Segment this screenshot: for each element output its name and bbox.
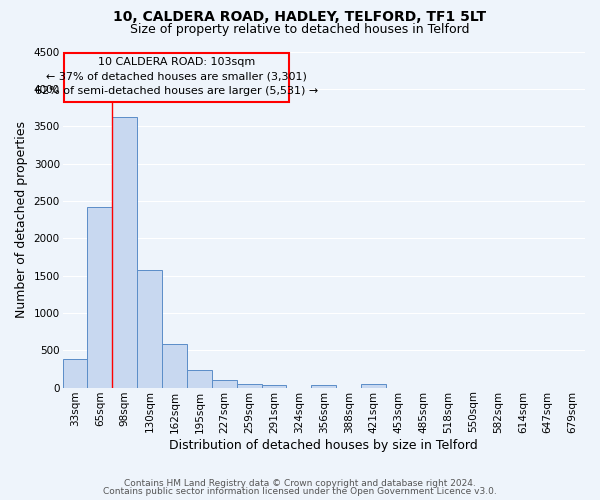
Text: Contains HM Land Registry data © Crown copyright and database right 2024.: Contains HM Land Registry data © Crown c… [124, 478, 476, 488]
X-axis label: Distribution of detached houses by size in Telford: Distribution of detached houses by size … [169, 440, 478, 452]
Bar [237, 384, 262, 388]
Text: Contains public sector information licensed under the Open Government Licence v3: Contains public sector information licen… [103, 487, 497, 496]
Bar [88, 207, 112, 388]
Bar [137, 270, 162, 388]
Bar [62, 358, 88, 388]
Text: 62% of semi-detached houses are larger (5,531) →: 62% of semi-detached houses are larger (… [35, 86, 318, 96]
Bar [162, 344, 187, 388]
Text: 10 CALDERA ROAD: 103sqm: 10 CALDERA ROAD: 103sqm [98, 58, 255, 68]
Y-axis label: Number of detached properties: Number of detached properties [15, 121, 28, 318]
Bar [112, 117, 137, 388]
Bar [64, 53, 289, 102]
Bar [311, 385, 336, 388]
Text: ← 37% of detached houses are smaller (3,301): ← 37% of detached houses are smaller (3,… [46, 72, 307, 82]
Bar [187, 370, 212, 388]
Bar [262, 385, 286, 388]
Bar [361, 384, 386, 388]
Text: 10, CALDERA ROAD, HADLEY, TELFORD, TF1 5LT: 10, CALDERA ROAD, HADLEY, TELFORD, TF1 5… [113, 10, 487, 24]
Bar [212, 380, 237, 388]
Text: Size of property relative to detached houses in Telford: Size of property relative to detached ho… [130, 22, 470, 36]
